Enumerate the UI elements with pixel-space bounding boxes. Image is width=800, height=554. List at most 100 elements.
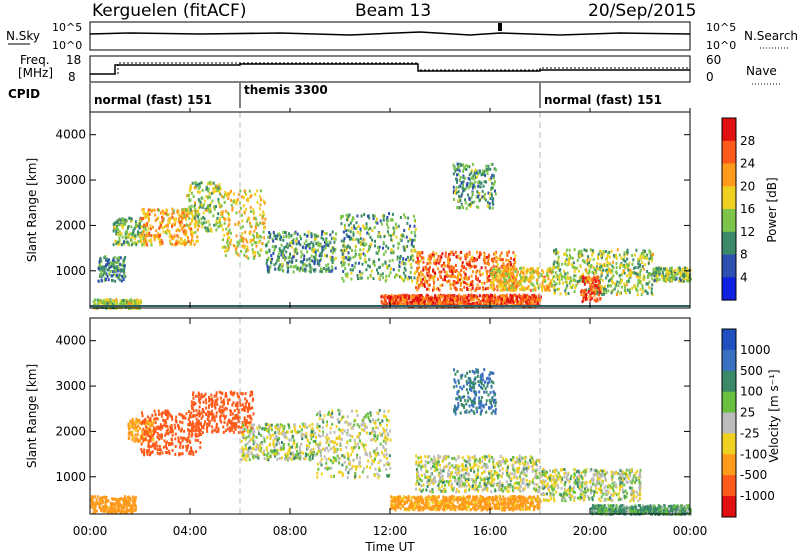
- data-cell: [199, 200, 202, 204]
- data-cell: [497, 268, 500, 272]
- data-cell: [564, 289, 567, 293]
- data-cell: [487, 205, 490, 209]
- data-cell: [122, 217, 125, 221]
- data-cell: [333, 240, 336, 244]
- data-cell: [295, 259, 298, 262]
- data-cell: [445, 273, 448, 277]
- data-cell: [230, 198, 233, 202]
- data-cell: [107, 268, 110, 272]
- data-cell: [656, 277, 659, 281]
- data-cell: [525, 300, 528, 304]
- data-cell: [515, 297, 518, 301]
- data-cell: [622, 258, 625, 262]
- data-cell: [473, 259, 475, 263]
- data-cell: [179, 452, 182, 456]
- data-cell: [108, 272, 111, 276]
- data-cell: [462, 184, 464, 188]
- data-cell: [628, 272, 631, 276]
- data-cell: [133, 302, 135, 306]
- data-cell: [502, 265, 505, 269]
- data-cell: [107, 510, 109, 514]
- data-cell: [615, 253, 617, 257]
- data-cell: [254, 216, 257, 220]
- data-cell: [436, 258, 439, 262]
- data-cell: [486, 200, 489, 204]
- data-cell: [292, 241, 295, 245]
- data-cell: [624, 266, 627, 270]
- data-cell: [471, 279, 474, 283]
- data-cell: [466, 286, 469, 290]
- data-cell: [138, 224, 141, 228]
- data-cell: [473, 170, 476, 174]
- data-cell: [411, 279, 414, 283]
- data-cell: [585, 295, 587, 299]
- data-cell: [357, 238, 360, 242]
- data-cell: [604, 285, 606, 288]
- data-cell: [599, 287, 602, 291]
- data-cell: [113, 272, 116, 276]
- data-cell: [179, 221, 181, 225]
- data-cell: [463, 166, 465, 170]
- data-cell: [198, 224, 201, 228]
- data-cell: [476, 190, 479, 194]
- data-cell: [131, 299, 134, 303]
- data-cell: [623, 251, 626, 255]
- data-cell: [454, 167, 457, 171]
- data-cell: [424, 267, 427, 271]
- colorbar-tick-label: 4: [740, 270, 748, 284]
- data-cell: [340, 216, 343, 220]
- data-cell: [168, 220, 171, 224]
- data-cell: [624, 259, 627, 263]
- data-cell: [240, 213, 243, 217]
- data-cell: [153, 409, 156, 413]
- data-cell: [506, 293, 509, 297]
- data-cell: [278, 265, 281, 269]
- n-search-label: N.Search: [744, 29, 798, 43]
- data-cell: [135, 417, 138, 421]
- data-cell: [331, 230, 334, 234]
- data-cell: [508, 262, 511, 266]
- data-cell: [428, 270, 430, 274]
- data-cell: [105, 263, 108, 267]
- data-cell: [476, 297, 479, 301]
- data-cell: [309, 266, 312, 270]
- data-cell: [192, 452, 195, 456]
- data-cell: [374, 239, 376, 243]
- data-cell: [532, 297, 535, 301]
- data-cell: [618, 281, 621, 284]
- data-cell: [460, 268, 463, 272]
- data-cell: [416, 288, 419, 292]
- data-cell: [309, 270, 312, 274]
- data-cell: [547, 274, 550, 278]
- data-cell: [242, 204, 245, 208]
- data-cell: [435, 287, 438, 291]
- data-cell: [496, 263, 499, 267]
- data-cell: [112, 265, 115, 269]
- data-cell: [416, 254, 419, 258]
- data-cell: [342, 255, 345, 259]
- data-cell: [532, 267, 534, 271]
- data-cell: [187, 417, 190, 421]
- data-cell: [119, 231, 122, 235]
- data-cell: [194, 201, 196, 205]
- data-cell: [332, 246, 335, 250]
- data-cell: [217, 212, 220, 216]
- data-cell: [208, 204, 211, 207]
- data-cell: [152, 225, 155, 229]
- data-cell: [119, 262, 122, 266]
- data-cell: [124, 299, 127, 302]
- data-cell: [273, 248, 276, 252]
- data-cell: [183, 210, 186, 214]
- data-cell: [605, 276, 608, 280]
- data-cell: [212, 181, 215, 185]
- data-cell: [293, 253, 296, 257]
- data-cell: [534, 288, 537, 292]
- data-cell: [249, 210, 252, 213]
- data-cell: [570, 263, 573, 267]
- data-cell: [640, 293, 643, 296]
- data-cell: [150, 234, 153, 238]
- data-cell: [405, 301, 408, 305]
- data-cell: [195, 222, 198, 226]
- data-cell: [349, 268, 352, 272]
- data-cell: [123, 500, 126, 504]
